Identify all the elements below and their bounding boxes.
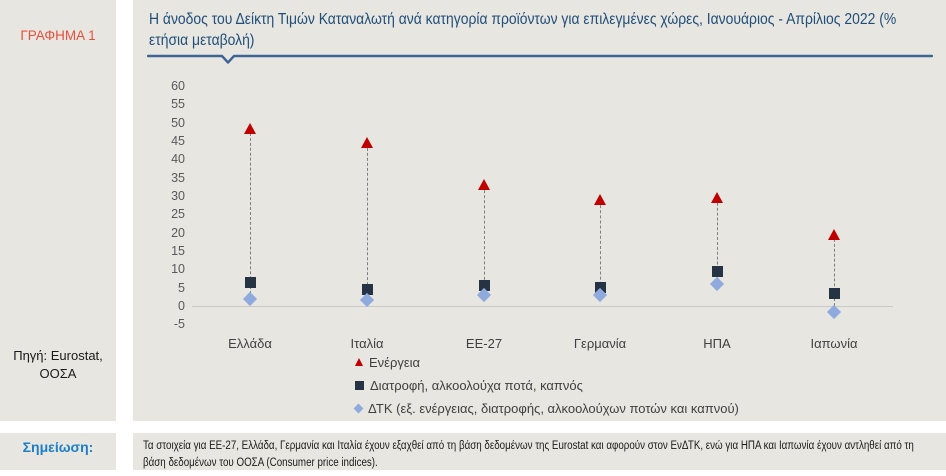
x-axis-label: Ελλάδα — [228, 336, 272, 351]
y-axis-tick-label: 35 — [171, 170, 185, 185]
legend-item: Διατροφή, αλκοολούχα ποτά, καπνός — [355, 377, 583, 393]
y-axis-tick-label: 25 — [171, 207, 185, 222]
chart-area: 60 55 50 45 40 35 30 25 20 15 10 5 0 -5 Ελλάδα Ιταλία ΕΕ… — [133, 0, 946, 421]
y-axis-tick-label: 0 — [178, 299, 185, 313]
title-divider-line — [147, 54, 933, 64]
marker-square — [361, 283, 373, 295]
legend-diamond-icon — [353, 403, 364, 413]
y-axis-tick-label: 50 — [171, 115, 185, 130]
source-line-1: Πηγή: Eurostat, — [13, 348, 103, 363]
marker-triangle — [477, 179, 490, 191]
marker-square — [828, 287, 840, 299]
zero-gridline — [192, 306, 893, 307]
chart-title: Η άνοδος του Δείκτη Τιμών Καταναλωτή ανά… — [149, 11, 897, 50]
range-connector-line — [483, 184, 485, 295]
y-axis-tick-label: 30 — [171, 188, 185, 203]
source-attribution: Πηγή: Eurostat, ΟΟΣΑ — [0, 347, 116, 383]
sidebar-panel: ΓΡΑΦΗΜΑ 1 Πηγή: Eurostat, ΟΟΣΑ — [0, 0, 116, 421]
marker-square — [711, 265, 723, 277]
x-axis-label: ΗΠΑ — [703, 336, 731, 351]
note-panel: Τα στοιχεία για ΕΕ-27, Ελλάδα, Γερμανία … — [133, 433, 946, 470]
marker-square — [244, 276, 256, 288]
legend-square-icon — [355, 380, 364, 390]
legend-item: Ενέργεια — [355, 354, 420, 370]
x-axis-label: ΕΕ-27 — [465, 336, 503, 351]
marker-square — [478, 280, 490, 292]
y-axis-tick-label: 45 — [171, 133, 185, 148]
range-connector-line — [366, 142, 368, 301]
note-label: Σημείωση: — [22, 439, 94, 455]
marker-triangle — [827, 228, 840, 240]
note-text: Τα στοιχεία για ΕΕ-27, Ελλάδα, Γερμανία … — [143, 440, 914, 469]
marker-triangle — [360, 137, 373, 149]
figure-number-label: ΓΡΑΦΗΜΑ 1 — [20, 28, 96, 43]
range-connector-line — [833, 234, 835, 312]
marker-diamond — [709, 276, 725, 292]
x-axis-label: Ιαπωνία — [810, 336, 858, 351]
range-connector-line — [599, 199, 601, 295]
x-axis-label: Ιταλία — [350, 336, 384, 351]
marker-triangle — [593, 194, 606, 206]
range-connector-line — [716, 197, 718, 284]
marker-triangle — [710, 192, 723, 204]
range-connector-line — [249, 128, 251, 299]
y-axis-tick-label: 15 — [171, 243, 185, 258]
y-axis-tick-label: 60 — [171, 78, 185, 93]
y-axis-tick-label: 10 — [171, 262, 185, 277]
marker-diamond — [242, 291, 258, 306]
legend-item: ΔΤΚ (εξ. ενέργειας, διατροφής, αλκοολούχ… — [353, 400, 739, 416]
source-line-2: ΟΟΣΑ — [39, 366, 77, 382]
y-axis-tick-label: 5 — [178, 280, 185, 295]
y-axis-tick-label: 40 — [171, 152, 185, 167]
marker-triangle — [243, 122, 256, 134]
legend-label: Ενέργεια — [369, 354, 421, 370]
x-axis-label: Γερμανία — [573, 336, 627, 351]
y-axis-tick-label: -5 — [173, 317, 185, 332]
y-axis-tick-label: 55 — [171, 97, 185, 112]
marker-square — [594, 282, 606, 294]
note-label-panel: Σημείωση: — [0, 433, 116, 470]
legend-label: ΔΤΚ (εξ. ενέργειας, διατροφής, αλκοολούχ… — [368, 400, 739, 416]
chart-panel: Η άνοδος του Δείκτη Τιμών Καταναλωτή ανά… — [133, 0, 946, 421]
legend-triangle-icon — [355, 358, 363, 366]
legend-label: Διατροφή, αλκοολούχα ποτά, καπνός — [370, 377, 583, 393]
y-axis-tick-label: 20 — [171, 225, 185, 240]
